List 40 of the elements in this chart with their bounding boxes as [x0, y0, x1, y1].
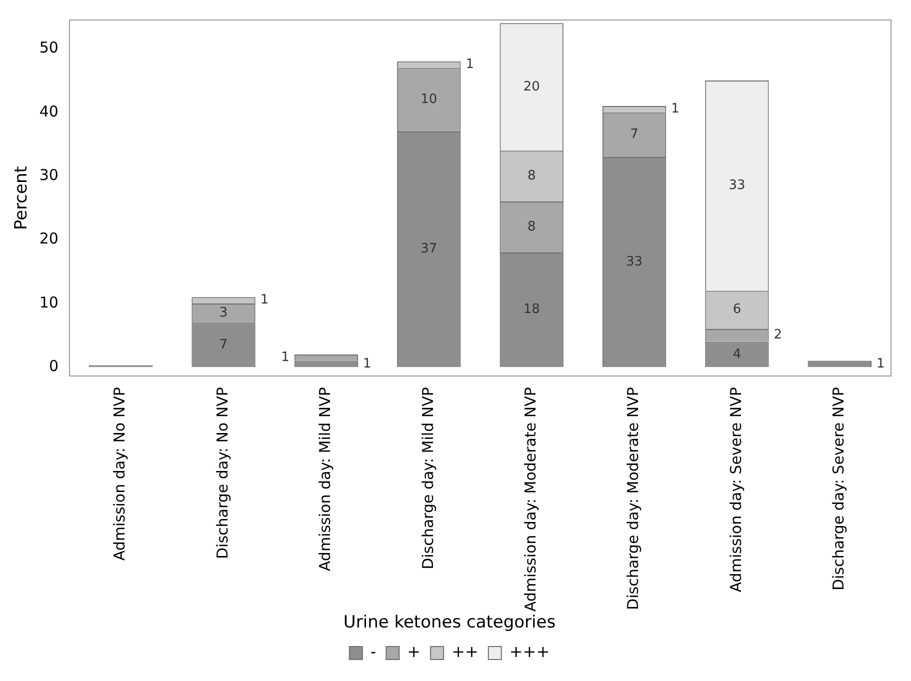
- x-tick-label: Discharge day: Moderate NVP: [624, 387, 642, 610]
- legend-label: +: [407, 642, 421, 662]
- data-label: 8: [527, 168, 536, 184]
- data-label: 3: [219, 305, 228, 320]
- data-label: 18: [523, 302, 540, 318]
- y-tick-label: 0: [48, 357, 58, 376]
- data-label: 6: [732, 302, 742, 318]
- data-label: 4: [732, 346, 742, 362]
- data-label: 10: [420, 92, 438, 108]
- x-tick-label: Admission day: Mild NVP: [316, 387, 334, 572]
- y-tick-label: 20: [39, 230, 58, 248]
- y-tick-label: 50: [39, 38, 58, 57]
- legend-label: ++: [452, 642, 478, 662]
- data-label: 1: [260, 292, 269, 308]
- data-label: 1: [363, 356, 372, 372]
- data-label: 7: [219, 337, 228, 352]
- data-label: 20: [523, 79, 540, 94]
- data-label: 37: [420, 242, 438, 257]
- data-label: 2: [774, 328, 782, 343]
- y-tick-label: 30: [39, 166, 58, 184]
- y-tick-label: 10: [39, 293, 58, 312]
- x-tick-label: Discharge day: Severe NVP: [830, 387, 848, 591]
- legend-title: Urine ketones categories: [343, 612, 556, 633]
- y-axis-title: Percent: [12, 166, 32, 230]
- data-label: 33: [626, 254, 643, 270]
- data-label: 1: [281, 350, 290, 365]
- x-tick-label: Admission day: No NVP: [110, 387, 129, 561]
- x-tick-label: Admission day: Moderate NVP: [521, 387, 540, 612]
- data-label: 7: [630, 127, 638, 142]
- y-tick-label: 40: [39, 102, 58, 120]
- data-label: 1: [876, 356, 885, 372]
- x-tick-label: Discharge day: No NVP: [213, 387, 232, 560]
- legend-label: -: [370, 642, 376, 662]
- data-label: 1: [671, 102, 680, 117]
- x-tick-label: Discharge day: Mild NVP: [418, 387, 437, 570]
- data-label: 1: [466, 56, 474, 72]
- data-label: 8: [527, 219, 536, 234]
- legend-label: +++: [509, 642, 550, 662]
- x-tick-label: Admission day: Severe NVP: [726, 387, 745, 592]
- data-label: 33: [728, 178, 746, 193]
